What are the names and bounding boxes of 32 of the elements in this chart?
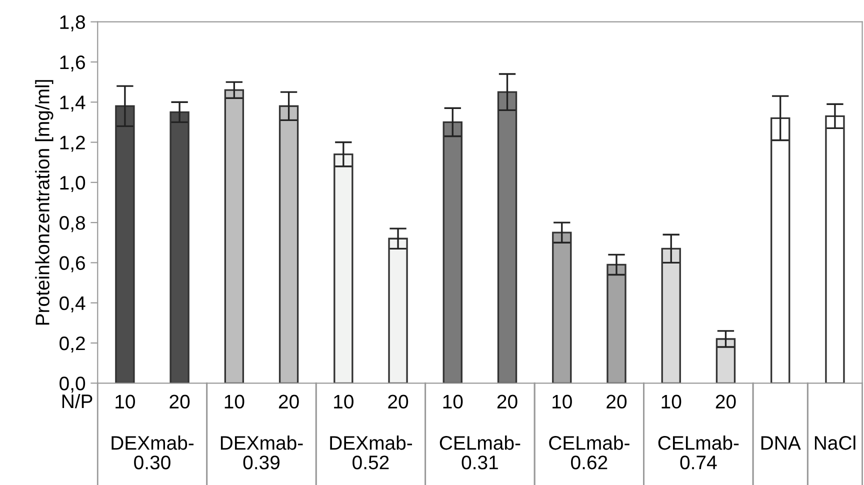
y-axis-title: Proteinkonzentration [mg/ml] [35,80,54,325]
y-tick-label: 1,4 [60,96,86,112]
text: CELmab- 0.74 [658,436,739,470]
y-tick-label: 1,8 [60,15,85,32]
x-tick-label: 10 [116,394,135,409]
y-tick-label: 0,8 [60,216,85,232]
x-tick-label: 20 [716,394,736,409]
y-tick-label: 0,4 [60,296,86,312]
x-tick-label: 20 [606,394,627,409]
text: N/P [62,394,92,408]
y-tick-label: 0,6 [60,256,85,272]
x-tick-label: 10 [662,394,682,409]
text: DEXmab- 0.30 [112,436,194,470]
text: CELmab- 0.31 [440,436,520,470]
y-tick-label: 1,2 [60,136,85,152]
x-tick-label: 20 [388,394,408,409]
x-tick-label: 20 [170,394,190,409]
text: CELmab- 0.62 [549,436,630,470]
x-tick-label: 10 [552,394,572,409]
x-tick-label: 10 [443,394,463,409]
x-tick-label: 10 [224,394,244,409]
y-tick-label: 0,0 [60,376,86,393]
x-tick-label: 20 [278,394,299,409]
text: NaCl [814,436,856,450]
y-tick-label: 1,0 [60,176,86,192]
y-tick-label: 1,6 [60,55,85,72]
text: DEXmab- 0.52 [330,436,412,470]
x-tick-label: 10 [334,394,354,409]
y-tick-label: 0,2 [60,336,85,353]
text: DEXmab- 0.39 [220,436,303,470]
text: DNA [761,436,801,450]
x-tick-label: 20 [497,394,518,409]
